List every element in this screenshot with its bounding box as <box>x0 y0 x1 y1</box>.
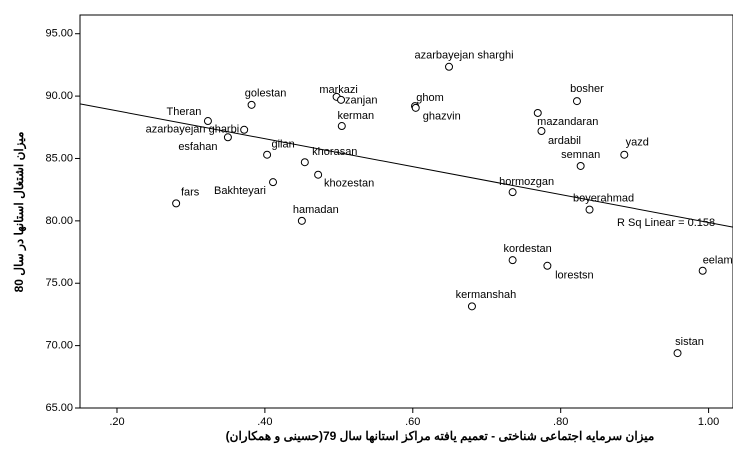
point-label: khorasan <box>312 146 357 158</box>
fit-line <box>79 103 733 228</box>
point-label: Bakhteyari <box>214 185 266 197</box>
point-label: semnan <box>561 149 600 161</box>
point <box>269 178 278 187</box>
point <box>508 256 517 265</box>
x-tick-label: .40 <box>257 416 272 428</box>
x-tick-label: .60 <box>405 416 420 428</box>
point-label: hamadan <box>293 204 339 216</box>
y-axis-label: میزان اشتغال استانها در سال 80 <box>12 132 27 293</box>
x-tick-label: 1.00 <box>698 416 719 428</box>
fit-label: R Sq Linear = 0.158 <box>617 217 715 229</box>
point-label: bosher <box>570 83 604 95</box>
point-label: fars <box>181 186 200 198</box>
point-label: lorestsn <box>555 270 594 282</box>
point <box>337 95 346 104</box>
plot-area <box>79 14 733 409</box>
point-label: golestan <box>245 88 287 100</box>
x-tick-label: .80 <box>553 416 568 428</box>
y-tick-label: 95.00 <box>45 28 73 40</box>
point <box>223 133 232 142</box>
point-label: eelam <box>703 255 733 267</box>
point <box>337 122 346 131</box>
point <box>673 349 682 358</box>
point <box>203 117 212 126</box>
point-label: mazandaran <box>537 116 598 128</box>
point <box>263 150 272 159</box>
point <box>445 62 454 71</box>
point-label: sistan <box>675 336 704 348</box>
point <box>297 216 306 225</box>
point-label: kermanshah <box>456 289 517 301</box>
point-label: khozestan <box>324 178 374 190</box>
y-tick-label: 70.00 <box>45 340 73 352</box>
point <box>537 127 546 136</box>
point <box>533 108 542 117</box>
point <box>576 161 585 170</box>
point-label: Theran <box>167 106 202 118</box>
x-axis-label: میزان سرمایه اجتماعی شناختی - تعمیم یافت… <box>226 429 655 444</box>
point-label: markazi <box>319 84 358 96</box>
point <box>300 158 309 167</box>
point <box>411 103 420 112</box>
point <box>543 261 552 270</box>
point-label: ghom <box>416 92 444 104</box>
x-tick-label: .20 <box>109 416 124 428</box>
point <box>240 125 249 134</box>
point-label: zanjan <box>345 95 377 107</box>
point-label: ghazvin <box>423 111 461 123</box>
y-tick-label: 90.00 <box>45 90 73 102</box>
point <box>508 188 517 197</box>
y-tick-label: 80.00 <box>45 215 73 227</box>
point-label: yazd <box>626 137 649 149</box>
point <box>572 97 581 106</box>
point <box>467 302 476 311</box>
point-label: azarbayejan gharbi <box>146 124 240 136</box>
point <box>172 199 181 208</box>
point-label: ardabil <box>548 135 581 147</box>
point-label: kerman <box>337 110 374 122</box>
point-label: boyerahmad <box>573 193 634 205</box>
point <box>247 100 256 109</box>
point-label: kordestan <box>503 243 551 255</box>
point-label: hormozgan <box>499 176 554 188</box>
y-tick-label: 85.00 <box>45 152 73 164</box>
point <box>314 170 323 179</box>
point-label: esfahan <box>178 141 217 153</box>
point-label: azarbayejan sharghi <box>414 50 513 62</box>
y-tick-label: 65.00 <box>45 402 73 414</box>
point <box>620 150 629 159</box>
point <box>585 205 594 214</box>
point <box>698 266 707 275</box>
y-tick-label: 75.00 <box>45 277 73 289</box>
point-label: gilan <box>271 139 294 151</box>
